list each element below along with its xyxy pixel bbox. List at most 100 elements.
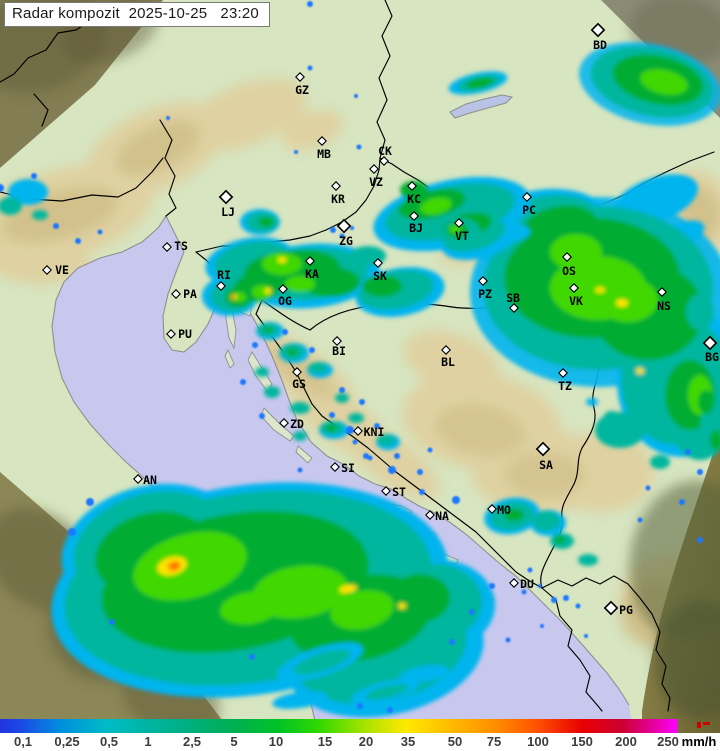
station-marker-vt bbox=[454, 218, 464, 228]
station-label-du: DU bbox=[520, 577, 534, 591]
station-label-os: OS bbox=[562, 264, 576, 278]
station-label-sk: SK bbox=[373, 269, 387, 283]
legend-tick: 250 bbox=[657, 734, 679, 749]
legend-tick: 10 bbox=[268, 734, 284, 749]
station-marker-zg bbox=[336, 218, 352, 234]
station-marker-si bbox=[330, 462, 340, 472]
station-marker-ri bbox=[216, 281, 226, 291]
station-label-st: ST bbox=[392, 485, 406, 499]
station-label-mo: MO bbox=[497, 503, 511, 517]
legend-tick: 5 bbox=[230, 734, 238, 749]
station-label-ns: NS bbox=[657, 299, 671, 313]
legend-tick: 200 bbox=[615, 734, 637, 749]
legend-unit-label: mm/h bbox=[681, 734, 717, 749]
radar-echo-layer bbox=[0, 42, 720, 718]
station-marker-ck bbox=[379, 156, 389, 166]
station-label-sa: SA bbox=[539, 458, 553, 472]
station-marker-pu bbox=[166, 329, 176, 339]
legend-tick: 75 bbox=[486, 734, 502, 749]
station-label-bg: BG bbox=[705, 350, 719, 364]
station-marker-gz bbox=[295, 72, 305, 82]
station-marker-zd bbox=[279, 418, 289, 428]
station-marker-sk bbox=[373, 258, 383, 268]
station-marker-ns bbox=[657, 287, 667, 297]
station-label-na: NA bbox=[435, 509, 449, 523]
station-marker-pa bbox=[171, 289, 181, 299]
station-label-an: AN bbox=[143, 473, 157, 487]
station-label-vt: VT bbox=[455, 229, 469, 243]
station-label-bj: BJ bbox=[409, 221, 423, 235]
radar-speck-layer bbox=[0, 1, 703, 713]
station-marker-os bbox=[562, 252, 572, 262]
station-marker-vz bbox=[369, 164, 379, 174]
station-label-pz: PZ bbox=[478, 287, 492, 301]
station-label-pc: PC bbox=[522, 203, 536, 217]
legend-tick: 0,1 bbox=[13, 734, 33, 749]
station-label-zd: ZD bbox=[290, 417, 304, 431]
station-label-ve: VE bbox=[55, 263, 69, 277]
station-marker-ts bbox=[162, 242, 172, 252]
lake-balaton bbox=[449, 94, 514, 119]
legend-tick: 100 bbox=[527, 734, 549, 749]
station-marker-na bbox=[425, 510, 435, 520]
station-marker-pz bbox=[478, 276, 488, 286]
legend-tick: 0,5 bbox=[99, 734, 119, 749]
station-marker-tz bbox=[558, 368, 568, 378]
station-label-pu: PU bbox=[178, 327, 192, 341]
station-label-ka: KA bbox=[305, 267, 319, 281]
station-label-ck: CK bbox=[378, 144, 392, 158]
radar-map-canvas: BD GZ MB CK VZ KR KC BJ ZG VT LJ TS VE RI PA PU KA SK OG PZ… bbox=[0, 0, 720, 733]
legend-background bbox=[0, 733, 720, 751]
station-marker-an bbox=[133, 474, 143, 484]
station-marker-kni bbox=[353, 426, 363, 436]
legend-tick: 1 bbox=[144, 734, 152, 749]
station-label-bl: BL bbox=[441, 355, 455, 369]
radar-map: BD GZ MB CK VZ KR KC BJ ZG VT LJ TS VE RI PA PU KA SK OG PZ… bbox=[0, 0, 720, 733]
station-marker-lj bbox=[218, 189, 234, 205]
legend-tick: 35 bbox=[400, 734, 416, 749]
station-label-vz: VZ bbox=[369, 175, 383, 189]
map-title: Radar kompozit 2025-10-25 23:20 bbox=[4, 2, 270, 27]
station-marker-kr bbox=[331, 181, 341, 191]
station-marker-sa bbox=[535, 441, 551, 457]
legend-tick: 0,25 bbox=[54, 734, 80, 749]
station-label-gz: GZ bbox=[295, 83, 309, 97]
station-label-vk: VK bbox=[569, 294, 583, 308]
station-label-gs: GS bbox=[292, 377, 306, 391]
station-marker-ka bbox=[305, 256, 315, 266]
station-label-mb: MB bbox=[317, 147, 331, 161]
station-marker-ve bbox=[42, 265, 52, 275]
station-marker-vk bbox=[569, 283, 579, 293]
legend-gradient-bar bbox=[0, 719, 677, 733]
station-label-bi: BI bbox=[332, 344, 346, 358]
station-marker-og bbox=[278, 284, 288, 294]
station-label-ri: RI bbox=[217, 268, 231, 282]
station-label-bd: BD bbox=[593, 38, 607, 52]
station-marker-sb bbox=[509, 303, 519, 313]
station-marker-mb bbox=[317, 136, 327, 146]
legend-ticks: 0,1 0,25 0,5 1 2,5 5 10 15 20 35 50 75 100 150 200 250 m… bbox=[0, 733, 720, 751]
station-marker-pg bbox=[603, 600, 619, 616]
station-label-og: OG bbox=[278, 294, 292, 308]
station-label-kc: KC bbox=[407, 192, 421, 206]
station-label-si: SI bbox=[341, 461, 355, 475]
station-marker-bl bbox=[441, 345, 451, 355]
map-corner-mark bbox=[697, 722, 710, 728]
legend-tick: 20 bbox=[358, 734, 374, 749]
station-label-lj: LJ bbox=[221, 205, 235, 219]
station-label-kr: KR bbox=[331, 192, 345, 206]
station-marker-du bbox=[509, 578, 519, 588]
station-marker-bd bbox=[590, 22, 606, 38]
station-label-pa: PA bbox=[183, 287, 197, 301]
station-marker-st bbox=[381, 486, 391, 496]
station-marker-pc bbox=[522, 192, 532, 202]
station-marker-bg bbox=[702, 335, 718, 351]
station-marker-mo bbox=[487, 504, 497, 514]
station-label-ts: TS bbox=[174, 239, 188, 253]
station-label-zg: ZG bbox=[339, 234, 353, 248]
station-marker-bj bbox=[409, 211, 419, 221]
station-label-pg: PG bbox=[619, 603, 633, 617]
legend-tick: 50 bbox=[447, 734, 463, 749]
legend-tick: 2,5 bbox=[182, 734, 202, 749]
station-marker-kc bbox=[407, 181, 417, 191]
